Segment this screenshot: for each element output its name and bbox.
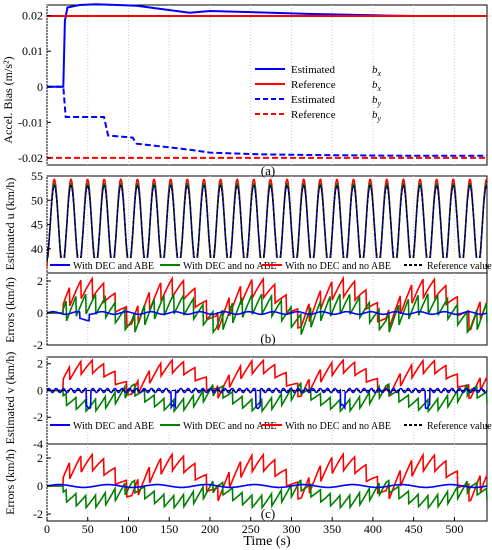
y-tick-label: 0 <box>37 306 43 320</box>
legend-entry-symbol: bx <box>372 79 382 93</box>
y-tick-label: 40 <box>31 242 43 256</box>
y-tick-label: 2 <box>37 357 43 371</box>
y-tick-label: 0 <box>37 80 43 94</box>
y-tick-label: 45 <box>31 218 43 232</box>
x-tick-label: 150 <box>160 522 178 536</box>
series-b1-green <box>46 182 488 267</box>
y-tick-label: -0.01 <box>18 115 43 129</box>
x-tick-label: 50 <box>82 522 94 536</box>
x-tick-label: 250 <box>242 522 260 536</box>
legend-entry: With DEC and ABE <box>73 261 154 272</box>
legend-entry: With no DEC and no ABE <box>285 261 391 272</box>
series-b1-ref <box>46 184 488 265</box>
series-c2-green <box>47 479 488 511</box>
series-b2-red <box>47 275 488 332</box>
panel-a-label: (a) <box>261 163 275 178</box>
panel-c2-ylabel: Errors (km/h) <box>3 449 17 515</box>
y-tick-label: -2 <box>33 338 43 352</box>
panel-c1-legend: With DEC and ABE With DEC and no ABE With … <box>48 418 492 432</box>
panel-b1-ylabel: Estimated u (km/h) <box>3 178 17 271</box>
legend-entry: Estimated <box>291 94 335 106</box>
panel-c1: 2 0 -2 -4 Estimated v (km/h) With DEC and A… <box>3 352 492 451</box>
legend-entry-symbol: by <box>372 94 382 108</box>
x-tick-label: 500 <box>445 522 463 536</box>
panel-c-label: (c) <box>261 506 275 521</box>
y-tick-label: 0 <box>37 479 43 493</box>
legend-entry: Reference value <box>427 421 492 432</box>
x-tick-label: 300 <box>282 522 300 536</box>
y-tick-label: -0.02 <box>18 151 43 165</box>
x-tick-label: 350 <box>323 522 341 536</box>
legend-entry: With DEC and no ABE <box>183 421 276 432</box>
series-a-0 <box>47 3 414 88</box>
legend-entry: Reference <box>291 79 336 91</box>
panel-c2-frame <box>46 443 488 522</box>
x-tick-label: 100 <box>119 522 137 536</box>
panel-b1-legend: With DEC and ABE With DEC and no ABE With … <box>48 258 492 272</box>
x-tick-label: 200 <box>201 522 219 536</box>
y-tick-label: 2 <box>37 274 43 288</box>
series-c2-blue <box>46 483 488 489</box>
x-tick-label: 450 <box>405 522 423 536</box>
panel-c2: 2 0 -2 Errors (km/h) (c) <box>3 443 488 522</box>
x-axis-ticks: 0 50 100 150 200 250 300 350 400 450 500 <box>44 517 463 536</box>
y-tick-label: 55 <box>31 169 43 183</box>
y-tick-label: 0 <box>37 383 43 397</box>
series-c1-red <box>47 358 488 400</box>
series-b2-blue <box>46 310 488 322</box>
y-tick-label: 50 <box>31 193 43 207</box>
y-tick-label: 0.01 <box>22 44 43 58</box>
series-c1-green <box>47 382 488 414</box>
panel-c1-ylabel: Estimated v (km/h) <box>3 352 17 445</box>
legend-entry: Estimated <box>291 64 335 76</box>
y-tick-label: -2 <box>33 507 43 521</box>
panel-b2: 2 0 -2 Errors (km/h) (b) <box>3 272 488 352</box>
panel-a-ylabel: Accel. Bias (m/s²) <box>1 56 15 143</box>
panel-a: 0.02 0.01 0 -0.01 -0.02 Accel. Bias (m/s²) (… <box>1 3 488 178</box>
legend-entry-symbol: by <box>372 109 382 123</box>
y-tick-label: -2 <box>33 410 43 424</box>
panel-a-legend: Estimated bx Reference bx Estimated by Referen… <box>255 64 382 123</box>
legend-entry: Reference value <box>427 261 492 272</box>
panel-a-frame <box>46 4 488 166</box>
legend-entry: Reference <box>291 109 336 121</box>
panel-b-label: (b) <box>260 331 275 346</box>
panel-b1: 40 45 50 55 Estimated u (km/h) With DEC and… <box>3 169 492 274</box>
series-a-2 <box>47 85 487 157</box>
x-tick-label: 0 <box>44 522 50 536</box>
y-tick-label: 0.02 <box>22 9 43 23</box>
legend-entry: With DEC and ABE <box>73 421 154 432</box>
x-tick-label: 400 <box>364 522 382 536</box>
y-tick-label: 2 <box>37 451 43 465</box>
y-tick-label: -4 <box>33 437 43 451</box>
panel-b2-ylabel: Errors (km/h) <box>3 277 17 343</box>
legend-entry-symbol: bx <box>372 64 382 78</box>
series-b2-green <box>47 293 488 335</box>
x-axis-label: Time (s) <box>243 534 291 549</box>
series-c2-red <box>47 451 488 503</box>
legend-entry: With no DEC and no ABE <box>285 421 391 432</box>
legend-entry: With DEC and no ABE <box>183 261 276 272</box>
